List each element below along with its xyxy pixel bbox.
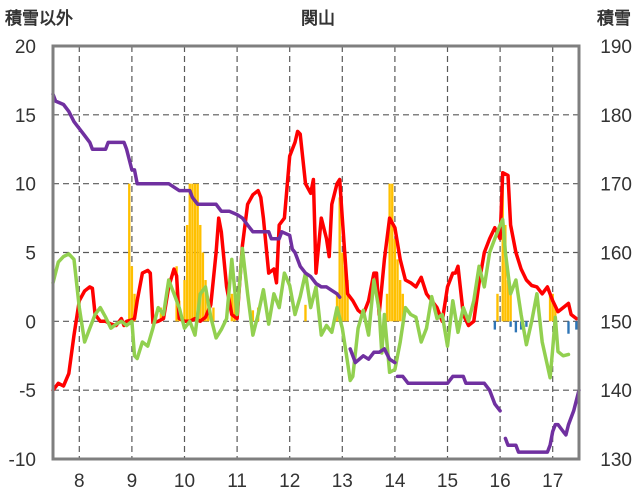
bar	[128, 183, 131, 322]
bar	[338, 197, 341, 322]
x-tick-label: 16	[490, 471, 511, 492]
bar	[525, 321, 528, 327]
y-left-tick-label: 20	[15, 37, 36, 58]
series-line	[395, 374, 502, 413]
bar	[509, 293, 512, 322]
bar	[519, 321, 523, 330]
series-line	[51, 129, 579, 392]
bar	[493, 321, 497, 330]
bar	[185, 224, 189, 322]
bar	[130, 266, 134, 322]
series-line	[503, 388, 581, 454]
bar	[501, 183, 504, 322]
series-line	[51, 92, 342, 299]
x-tick-label: 17	[542, 471, 563, 492]
bar	[188, 183, 191, 322]
bar	[396, 259, 399, 322]
bar	[191, 183, 194, 322]
bar	[193, 183, 197, 322]
y-left-tick-label: 5	[25, 244, 36, 265]
bar	[199, 224, 202, 322]
bar	[393, 238, 397, 322]
x-tick-label: 11	[227, 471, 247, 492]
bar	[204, 280, 207, 322]
x-tick-label: 13	[332, 471, 353, 492]
bar	[183, 280, 186, 322]
right-axis-title: 積雪	[597, 8, 631, 28]
x-tick-label: 12	[279, 471, 300, 492]
bar	[341, 252, 344, 322]
bar	[514, 321, 518, 333]
y-right-tick-label: 150	[600, 312, 632, 333]
chart-title: 関山	[301, 9, 335, 28]
y-right-tick-label: 160	[600, 244, 632, 265]
plot-frame	[51, 44, 581, 461]
y-left-tick-label: 0	[25, 312, 36, 333]
bar	[212, 307, 215, 322]
bar	[548, 293, 552, 322]
x-tick-label: 10	[174, 471, 195, 492]
bar	[509, 321, 512, 327]
bar	[159, 307, 163, 322]
y-left-tick-label: 15	[15, 106, 36, 127]
bar	[251, 310, 255, 322]
bar	[401, 293, 404, 322]
line-series	[51, 92, 581, 454]
bar	[385, 293, 389, 322]
bar	[388, 183, 391, 322]
x-tick-label: 14	[384, 471, 406, 492]
y-left-tick-label: -10	[9, 450, 36, 471]
bar	[554, 307, 557, 322]
left-axis-title: 積雪以外	[5, 8, 73, 28]
y-right-tick-label: 140	[600, 381, 632, 402]
y-right-tick-label: 190	[600, 37, 632, 58]
bar	[551, 293, 554, 322]
y-right-tick-label: 170	[600, 175, 632, 196]
bar	[304, 304, 307, 322]
bar	[506, 280, 510, 322]
y-right-tick-label: 130	[600, 450, 632, 471]
x-tick-label: 8	[74, 471, 85, 492]
y-left-tick-label: -5	[19, 381, 36, 402]
y-right-tick-label: 180	[600, 106, 632, 127]
bar	[346, 280, 349, 322]
bar	[391, 183, 394, 322]
series-line	[348, 347, 397, 365]
x-tick-label: 15	[437, 471, 458, 492]
bar	[398, 280, 402, 322]
bar	[233, 293, 236, 322]
bar	[343, 266, 347, 322]
bar	[201, 252, 205, 322]
bar	[196, 183, 199, 322]
bar	[504, 224, 507, 322]
bar	[575, 321, 578, 330]
y-left-tick-label: 10	[15, 175, 36, 196]
x-tick-label: 9	[127, 471, 138, 492]
series-line	[51, 217, 571, 383]
bar	[496, 293, 499, 322]
bar	[567, 321, 570, 334]
tick-labels: 8 9 10 11 12 13 14 15 16 17 20 15 10 5 0 -5 -10 190 180 170…	[9, 37, 632, 492]
